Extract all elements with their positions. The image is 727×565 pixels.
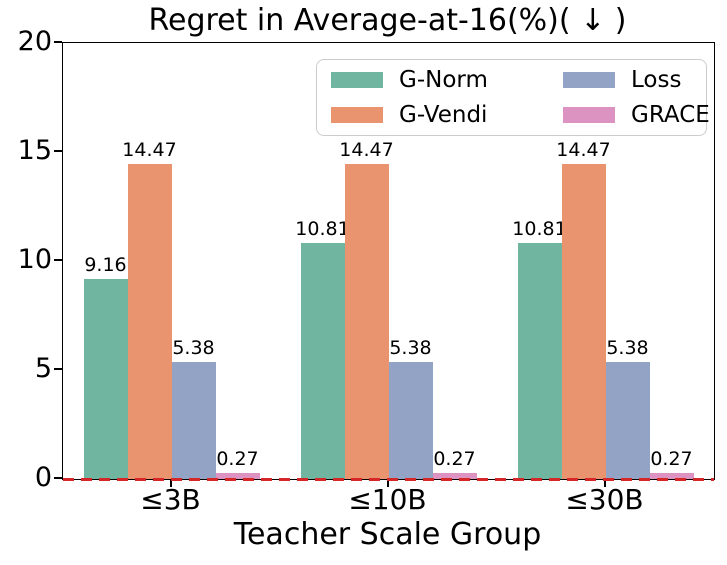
bar-value-label: 10.81	[295, 218, 350, 241]
bar-g-norm	[517, 243, 562, 479]
y-tick-mark	[54, 41, 62, 43]
bar-value-label: 14.47	[339, 138, 394, 161]
legend-item-loss: Loss	[563, 67, 710, 93]
y-tick-mark	[54, 259, 62, 261]
bar-g-norm	[83, 279, 128, 479]
bar-g-vendi	[344, 163, 389, 479]
legend-swatch-loss	[563, 71, 615, 88]
legend-swatch-grace	[563, 107, 615, 124]
legend-swatch-g-norm	[331, 71, 383, 88]
bar-value-label: 0.27	[650, 448, 693, 471]
bar-value-label: 14.47	[556, 138, 611, 161]
bar-value-label: 9.16	[84, 254, 127, 277]
y-tick-label: 10	[17, 244, 52, 275]
bar-g-norm	[300, 243, 345, 479]
legend-label-grace: GRACE	[631, 102, 710, 129]
y-tick-mark	[54, 368, 62, 370]
legend-item-g-vendi: G-Vendi	[331, 102, 563, 128]
legend: G-Norm G-Vendi Loss GRACE	[316, 59, 710, 136]
x-tick-label: ≤10B	[348, 483, 427, 516]
y-tick-label: 0	[34, 462, 52, 493]
x-axis-label: Teacher Scale Group	[233, 517, 542, 552]
legend-label-g-norm: G-Norm	[399, 66, 488, 93]
bar-value-label: 5.38	[172, 336, 215, 359]
bar-value-label: 5.38	[606, 336, 649, 359]
bar-value-label: 5.38	[389, 336, 432, 359]
bar-grace	[649, 473, 694, 479]
bar-grace	[215, 473, 260, 479]
bar-loss	[388, 361, 433, 479]
x-tick-mark	[169, 479, 172, 487]
y-tick-mark	[54, 150, 62, 152]
y-tick-label: 5	[34, 353, 52, 384]
zero-reference-line	[63, 478, 714, 481]
legend-label-g-vendi: G-Vendi	[399, 102, 488, 129]
plot-area: 9.16 14.47 5.38 0.27 10.81 14.47 5.38 0.27 10.81…	[62, 42, 715, 481]
bar-loss	[171, 361, 216, 479]
y-tick-label: 15	[17, 135, 52, 166]
x-tick-label: ≤3B	[140, 483, 201, 516]
legend-swatch-g-vendi	[331, 107, 383, 124]
bar-g-vendi	[127, 163, 172, 479]
x-tick-mark	[603, 479, 606, 487]
x-tick-mark	[386, 479, 389, 487]
bar-value-label: 14.47	[122, 138, 177, 161]
y-tick-label: 20	[17, 26, 52, 57]
legend-item-grace: GRACE	[563, 102, 710, 128]
bar-grace	[432, 473, 477, 479]
bar-value-label: 0.27	[433, 448, 476, 471]
x-tick-label: ≤30B	[565, 483, 644, 516]
bar-g-vendi	[561, 163, 606, 479]
legend-label-loss: Loss	[631, 66, 682, 93]
legend-item-g-norm: G-Norm	[331, 67, 563, 93]
y-tick-mark	[54, 477, 62, 479]
chart-title: Regret in Average-at-16(%)( ↓ )	[148, 3, 627, 38]
bar-value-label: 10.81	[512, 218, 567, 241]
bar-loss	[605, 361, 650, 479]
bar-value-label: 0.27	[216, 448, 259, 471]
